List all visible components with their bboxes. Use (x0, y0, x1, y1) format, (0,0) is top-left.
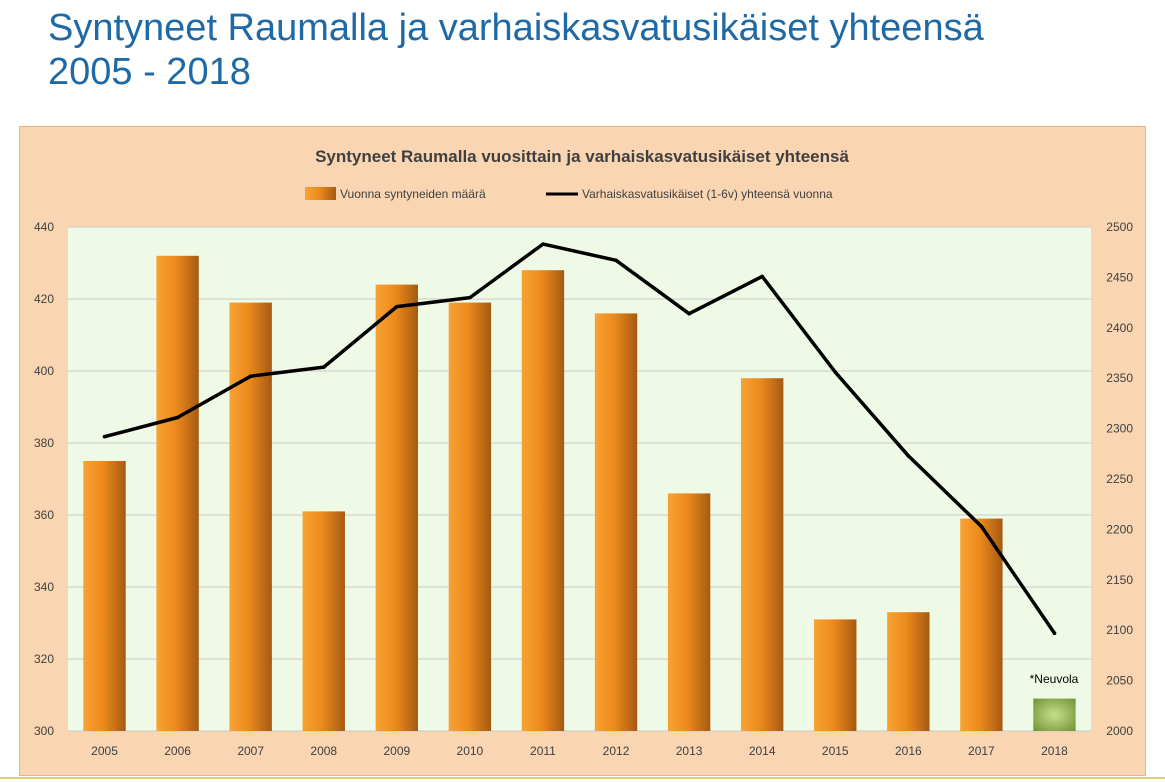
y2-tick-label: 2150 (1106, 573, 1133, 587)
legend-bar-label: Vuonna syntyneiden määrä (340, 187, 486, 201)
bar-2005 (83, 461, 126, 731)
legend: Vuonna syntyneiden määrä Varhaiskasvatus… (305, 187, 833, 201)
x-tick-label: 2008 (310, 744, 337, 758)
bar-2015 (814, 619, 857, 731)
y-tick-label: 320 (34, 652, 54, 666)
bar-2009 (375, 284, 419, 731)
line-point-2010 (468, 295, 472, 300)
line-point-2013 (687, 311, 691, 316)
bar-2013 (667, 493, 711, 731)
line-point-2012 (614, 258, 618, 263)
x-tick-label: 2011 (530, 744, 556, 758)
y-tick-label: 360 (34, 508, 54, 522)
slide-title-line2: 2005 - 2018 (48, 51, 251, 93)
x-tick-label: 2006 (164, 744, 191, 758)
y2-tick-label: 2250 (1106, 472, 1133, 486)
plot-background (68, 227, 1091, 731)
x-tick-label: 2016 (895, 744, 922, 758)
y2-tick-label: 2200 (1106, 522, 1133, 536)
bar-2011 (521, 270, 565, 731)
x-tick-label: 2017 (968, 744, 995, 758)
y-tick-label: 340 (34, 580, 54, 594)
y2-tick-label: 2000 (1106, 724, 1133, 738)
y-tick-label: 440 (34, 220, 54, 234)
y2-tick-label: 2400 (1106, 321, 1133, 335)
line-point-2016 (906, 454, 911, 458)
y2-tick-label: 2500 (1106, 220, 1133, 234)
bar-2014 (740, 378, 784, 731)
line-point-2006 (175, 415, 180, 420)
line-point-2009 (395, 304, 399, 309)
bar-2006 (156, 255, 199, 732)
series-line-varhaiskasvatusikaiset (102, 242, 1057, 635)
y2-tick-label: 2300 (1106, 422, 1133, 436)
bar-2016 (887, 612, 930, 731)
x-tick-label: 2012 (603, 744, 630, 758)
y2-tick-label: 2350 (1106, 371, 1133, 385)
y-tick-label: 380 (34, 436, 54, 450)
slide-title-line1: Syntyneet Raumalla ja varhaiskasvatusikä… (48, 7, 984, 49)
line-point-2018 (1052, 631, 1057, 636)
legend-bar-swatch (305, 187, 336, 200)
y2-tick-label: 2450 (1106, 270, 1133, 284)
line-point-2008 (321, 365, 326, 369)
combo-chart: Syntyneet Raumalla vuosittain ja varhais… (34, 147, 1133, 758)
bar-2010 (448, 302, 492, 731)
x-tick-label: 2013 (676, 744, 703, 758)
bar-2012 (594, 313, 638, 731)
x-tick-label: 2009 (383, 744, 410, 758)
line-point-2007 (248, 374, 253, 378)
x-tick-label: 2005 (91, 744, 118, 758)
line-point-2017 (979, 524, 984, 529)
bar-2008 (302, 511, 345, 731)
x-tick-label: 2014 (749, 744, 776, 758)
x-tick-label: 2018 (1041, 744, 1068, 758)
bar-2018 (1033, 698, 1076, 731)
line-point-2014 (760, 274, 764, 279)
slide-title: Syntyneet Raumalla ja varhaiskasvatusikä… (48, 6, 1128, 94)
y2-tick-label: 2100 (1106, 623, 1133, 637)
line-point-2015 (833, 370, 838, 374)
y-tick-label: 420 (34, 292, 54, 306)
x-tick-label: 2010 (457, 744, 484, 758)
x-tick-label: 2015 (822, 744, 849, 758)
legend-line-label: Varhaiskasvatusikäiset (1-6v) yhteensä v… (582, 187, 833, 201)
bar-2007 (229, 302, 272, 731)
x-tick-label: 2007 (237, 744, 264, 758)
chart-area: Syntyneet Raumalla vuosittain ja varhais… (19, 126, 1146, 776)
y2-tick-label: 2050 (1106, 674, 1133, 688)
annotation-neuvola: *Neuvola (1030, 672, 1079, 686)
chart-title: Syntyneet Raumalla vuosittain ja varhais… (315, 147, 849, 166)
bottom-rule (0, 777, 1165, 779)
y-tick-label: 400 (34, 364, 54, 378)
line-point-2011 (541, 242, 545, 246)
y-tick-label: 300 (34, 724, 54, 738)
bar-2017 (960, 518, 1003, 731)
plot-area: 300 320 340 360 380 400 420 440 2000 2050 2100 2150… (34, 220, 1133, 758)
line-point-2005 (102, 434, 107, 439)
